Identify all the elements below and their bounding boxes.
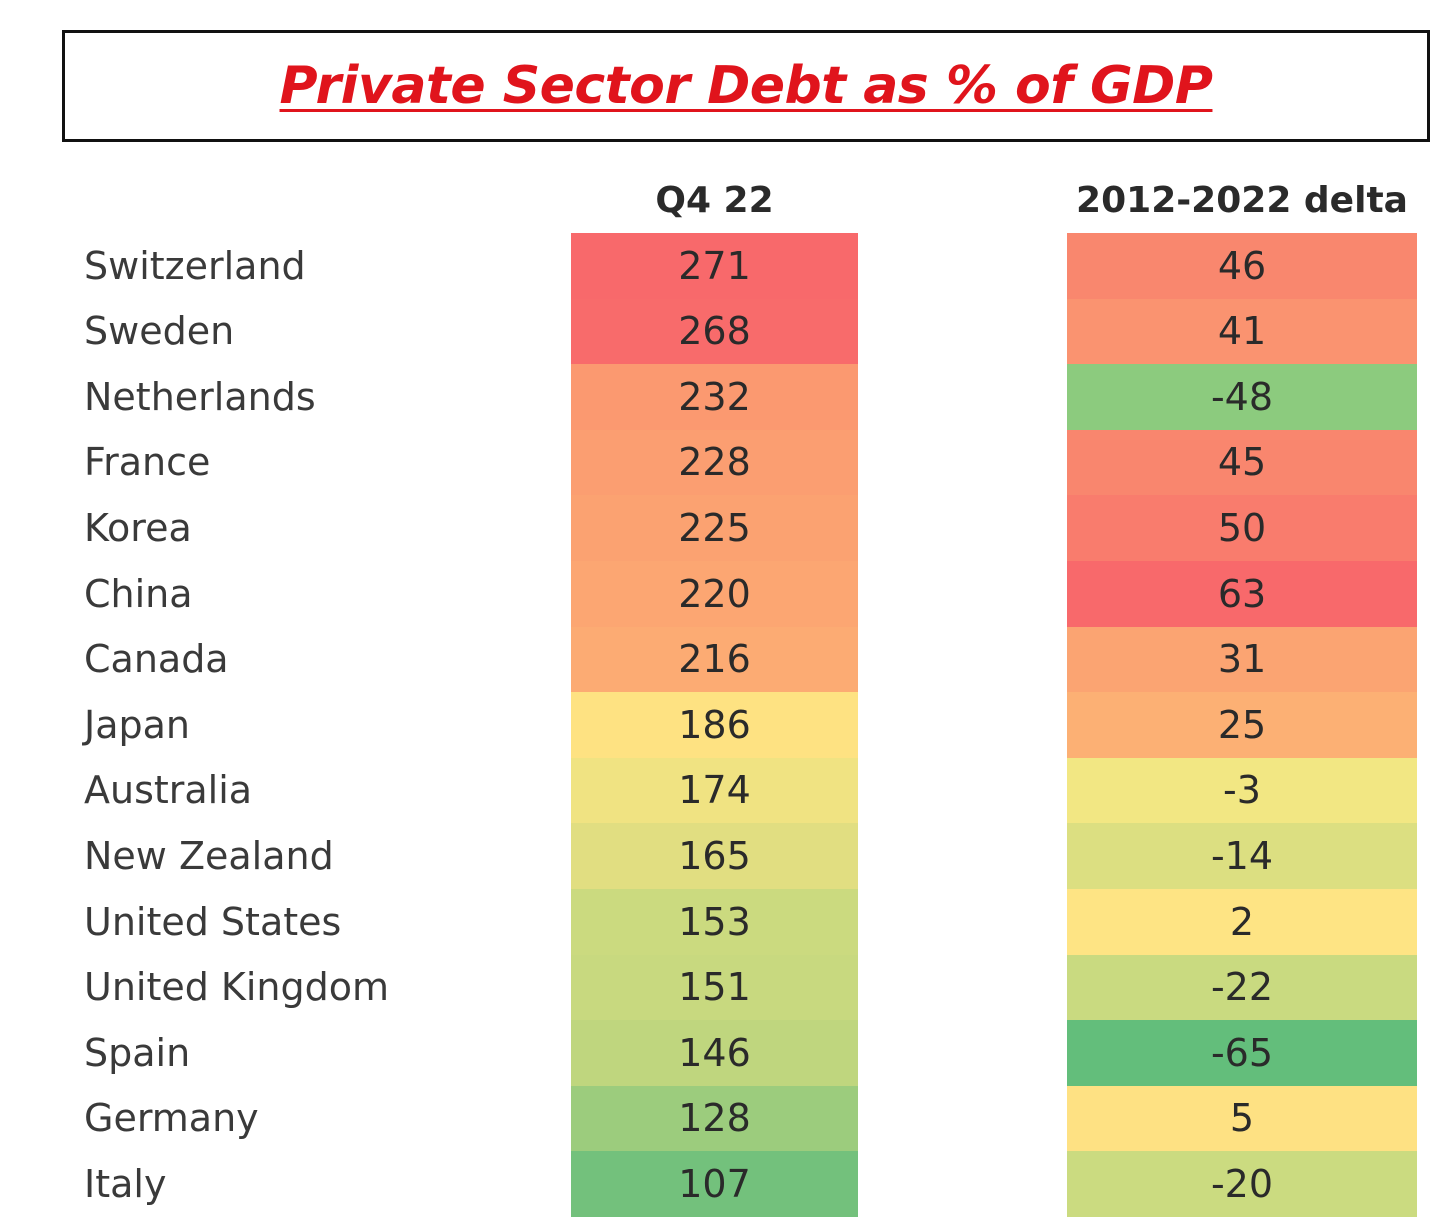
row-label-country: New Zealand bbox=[84, 823, 334, 889]
row-label-country: Japan bbox=[84, 692, 190, 758]
cell-q4-22: 107 bbox=[571, 1151, 858, 1217]
cell-q4-22: 165 bbox=[571, 823, 858, 889]
cell-q4-22: 232 bbox=[571, 364, 858, 430]
row-label-country: Switzerland bbox=[84, 233, 306, 299]
cell-q4-22: 128 bbox=[571, 1086, 858, 1151]
column-header-q4-22: Q4 22 bbox=[571, 176, 858, 226]
row-label-country: France bbox=[84, 430, 210, 495]
cell-q4-22: 174 bbox=[571, 758, 858, 823]
cell-delta: -22 bbox=[1067, 955, 1417, 1020]
row-label-country: Spain bbox=[84, 1020, 190, 1086]
row-label-country: Sweden bbox=[84, 299, 234, 364]
cell-q4-22: 216 bbox=[571, 627, 858, 692]
row-label-country: United States bbox=[84, 889, 341, 955]
cell-delta: 5 bbox=[1067, 1086, 1417, 1151]
cell-delta: 2 bbox=[1067, 889, 1417, 955]
cell-delta: -3 bbox=[1067, 758, 1417, 823]
title-box: Private Sector Debt as % of GDP bbox=[62, 30, 1430, 142]
cell-delta: -48 bbox=[1067, 364, 1417, 430]
cell-q4-22: 220 bbox=[571, 561, 858, 627]
cell-q4-22: 146 bbox=[571, 1020, 858, 1086]
cell-q4-22: 151 bbox=[571, 955, 858, 1020]
cell-q4-22: 153 bbox=[571, 889, 858, 955]
cell-delta: 50 bbox=[1067, 495, 1417, 561]
row-label-country: Germany bbox=[84, 1086, 259, 1151]
cell-delta: 46 bbox=[1067, 233, 1417, 299]
cell-q4-22: 271 bbox=[571, 233, 858, 299]
cell-q4-22: 186 bbox=[571, 692, 858, 758]
cell-q4-22: 225 bbox=[571, 495, 858, 561]
cell-delta: 41 bbox=[1067, 299, 1417, 364]
cell-delta: -20 bbox=[1067, 1151, 1417, 1217]
cell-q4-22: 268 bbox=[571, 299, 858, 364]
row-label-country: China bbox=[84, 561, 193, 627]
cell-delta: -65 bbox=[1067, 1020, 1417, 1086]
cell-delta: -14 bbox=[1067, 823, 1417, 889]
row-label-country: United Kingdom bbox=[84, 955, 389, 1020]
cell-delta: 45 bbox=[1067, 430, 1417, 495]
cell-q4-22: 228 bbox=[571, 430, 858, 495]
row-label-country: Australia bbox=[84, 758, 252, 823]
column-header-delta: 2012-2022 delta bbox=[1067, 176, 1417, 226]
row-label-country: Canada bbox=[84, 627, 229, 692]
cell-delta: 63 bbox=[1067, 561, 1417, 627]
chart-title: Private Sector Debt as % of GDP bbox=[280, 56, 1213, 116]
cell-delta: 31 bbox=[1067, 627, 1417, 692]
row-label-country: Netherlands bbox=[84, 364, 316, 430]
cell-delta: 25 bbox=[1067, 692, 1417, 758]
row-label-country: Italy bbox=[84, 1151, 166, 1217]
row-label-country: Korea bbox=[84, 495, 192, 561]
